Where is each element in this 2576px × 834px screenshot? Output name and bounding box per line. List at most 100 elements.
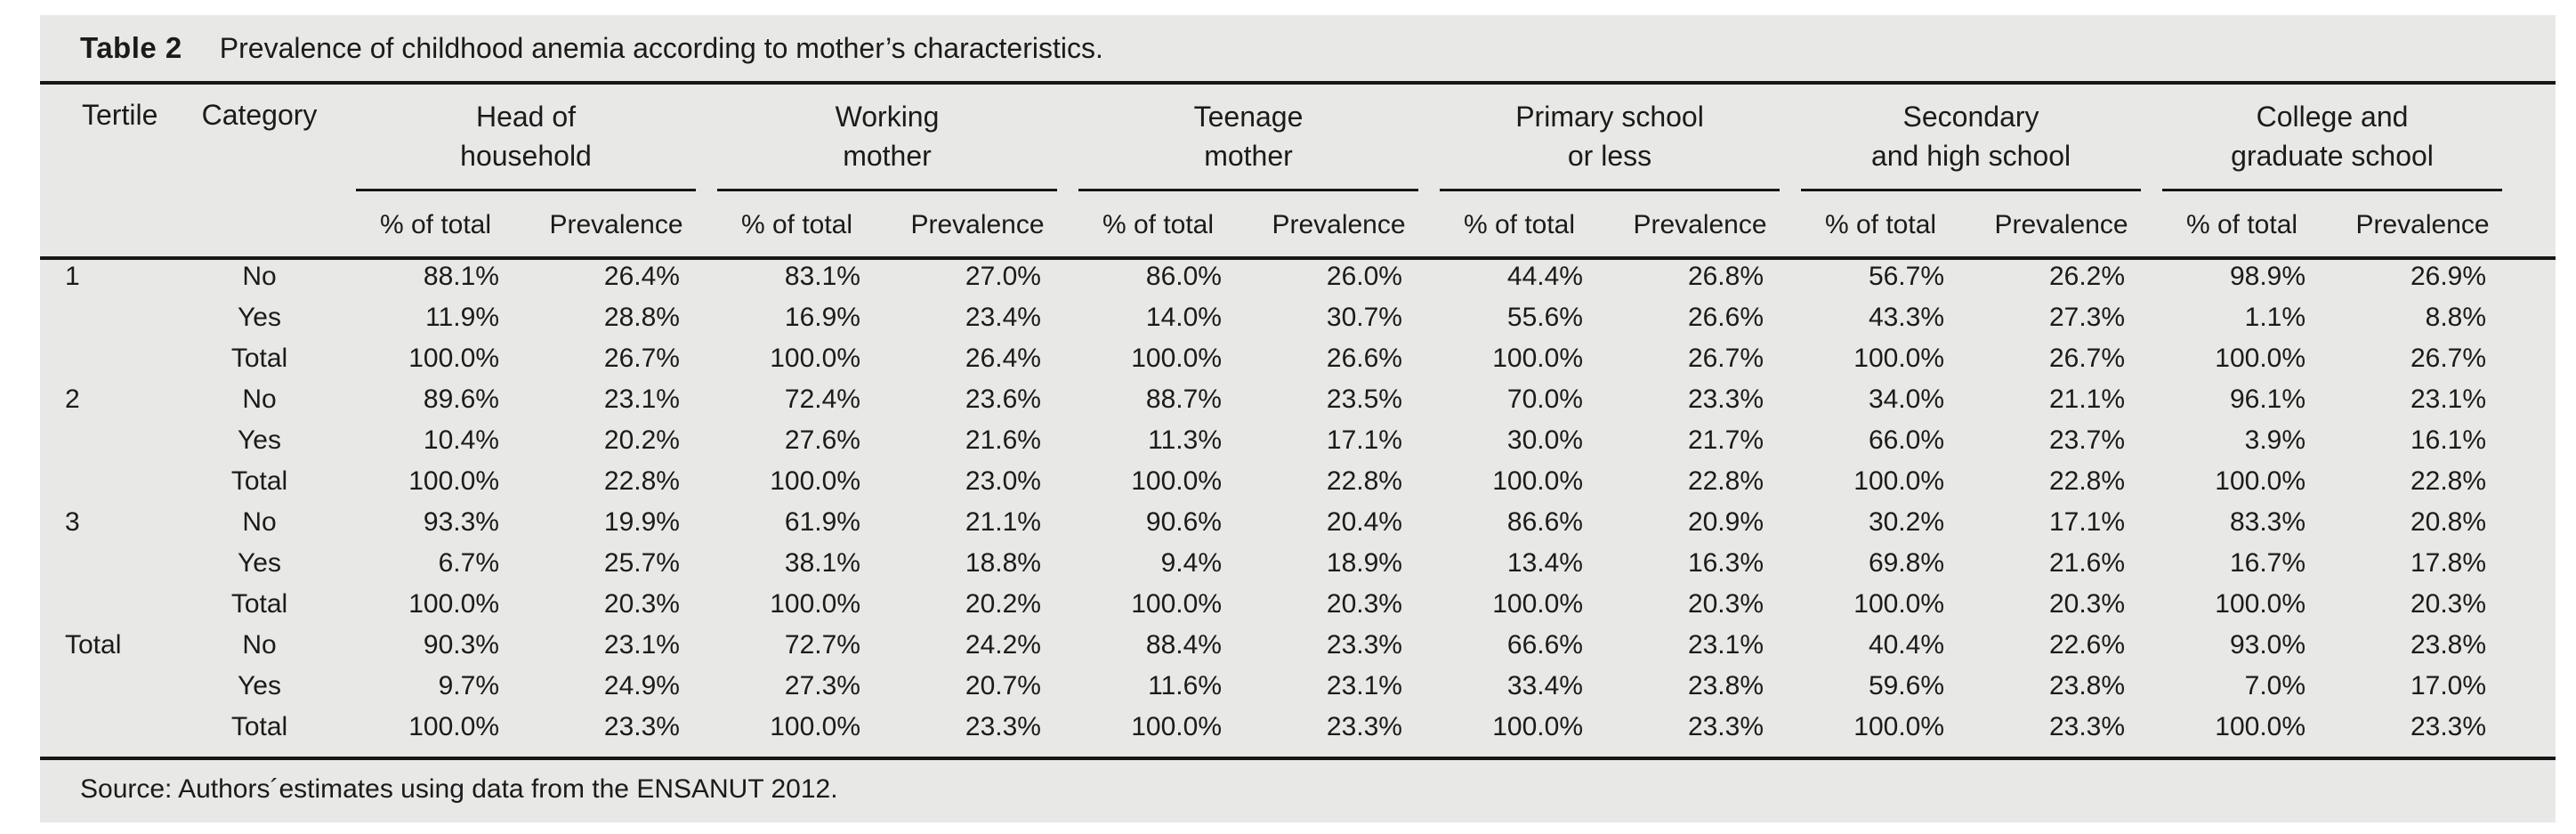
value-cell: 20.4% (1326, 507, 1402, 537)
group-name-line2: household (460, 140, 592, 172)
value-cell: 28.8% (603, 303, 680, 332)
tertile-cell (40, 297, 174, 338)
value-cell: 100.0% (1492, 712, 1583, 741)
column-header-tertile: Tertile (82, 99, 158, 131)
value-cell: 26.7% (2048, 344, 2126, 373)
group-header-teenage-mother: Teenage mother (1068, 85, 1429, 194)
value-cell: 24.9% (603, 671, 680, 700)
table-row: 2 No 89.6% 23.1% 72.4% 23.6% 88.7% 23.5% 70.0% 23… (40, 379, 2513, 420)
group-name: Primary school or less (1440, 97, 1780, 175)
value-cell: 100.0% (1131, 344, 1222, 373)
value-cell: 30.2% (1868, 507, 1945, 537)
value-cell: 100.0% (2215, 589, 2306, 619)
value-cell: 19.9% (603, 507, 680, 537)
value-cell: 20.3% (2048, 589, 2126, 619)
value-cell: 1.1% (2244, 303, 2306, 332)
value-cell: 40.4% (1868, 630, 1945, 660)
value-cell: 17.0% (2410, 671, 2487, 700)
table-row: 1 No 88.1% 26.4% 83.1% 27.0% 86.0% 26.0% 44.4% 26… (40, 256, 2513, 297)
subheader-pct-of-total: % of total (740, 210, 853, 239)
group-header-college-graduate: College and graduate school (2152, 85, 2513, 194)
value-cell: 21.1% (965, 507, 1041, 537)
table-body: 1 No 88.1% 26.4% 83.1% 27.0% 86.0% 26.0% 44.4% 26… (40, 256, 2513, 748)
anemia-prevalence-table: Tertile Category Head of household Workin… (40, 85, 2513, 748)
value-cell: 17.1% (2048, 507, 2126, 537)
value-cell: 16.9% (784, 303, 860, 332)
subheader-prevalence: Prevalence (549, 210, 683, 239)
value-cell: 23.8% (2410, 630, 2487, 660)
value-cell: 23.8% (1687, 671, 1764, 700)
group-underline: Primary school or less (1440, 85, 1781, 191)
value-cell: 23.4% (965, 303, 1041, 332)
group-header-primary-school: Primary school or less (1429, 85, 1790, 194)
tertile-cell: 1 (65, 262, 80, 291)
value-cell: 11.9% (425, 303, 499, 332)
group-underline: Working mother (717, 85, 1057, 191)
value-cell: 100.0% (1492, 466, 1583, 496)
value-cell: 18.8% (965, 548, 1041, 578)
group-underline: Teenage mother (1078, 85, 1418, 191)
value-cell: 23.7% (2048, 425, 2126, 455)
group-name-line1: Working (835, 101, 940, 133)
value-cell: 26.4% (603, 262, 680, 291)
table-row: Yes 11.9% 28.8% 16.9% 23.4% 14.0% 30.7% 55.6% 26… (40, 297, 2513, 338)
source-note: Source: Authors´estimates using data fro… (40, 757, 2556, 805)
tertile-cell (40, 461, 174, 502)
table-row: Total No 90.3% 23.1% 72.7% 24.2% 88.4% 23.3% 66.… (40, 625, 2513, 666)
group-header-head-of-household: Head of household (345, 85, 707, 194)
value-cell: 23.0% (965, 466, 1041, 496)
subheader-prevalence: Prevalence (910, 210, 1045, 239)
subheader-pct-of-total: % of total (2185, 210, 2298, 239)
table-caption-text: Prevalence of childhood anemia according… (219, 31, 1103, 64)
value-cell: 26.7% (2410, 344, 2487, 373)
group-underline: Secondary and high school (1801, 85, 2142, 191)
category-cell: Yes (238, 548, 281, 578)
value-cell: 20.3% (2410, 589, 2487, 619)
group-header-secondary-high-school: Secondary and high school (1790, 85, 2152, 194)
table-row: Yes 9.7% 24.9% 27.3% 20.7% 11.6% 23.1% 33.4% 23.… (40, 666, 2513, 707)
tertile-cell: 3 (65, 507, 80, 537)
value-cell: 27.3% (784, 671, 860, 700)
value-cell: 100.0% (1853, 712, 1945, 741)
value-cell: 26.8% (1687, 262, 1764, 291)
value-cell: 26.7% (603, 344, 680, 373)
value-cell: 38.1% (784, 548, 860, 578)
value-cell: 89.6% (423, 385, 499, 414)
value-cell: 86.6% (1506, 507, 1583, 537)
value-cell: 3.9% (2244, 425, 2306, 455)
table-row: Yes 6.7% 25.7% 38.1% 18.8% 9.4% 18.9% 13.4% 16.3… (40, 543, 2513, 584)
group-name: Secondary and high school (1801, 97, 2141, 175)
value-cell: 9.7% (438, 671, 499, 700)
value-cell: 23.1% (603, 385, 680, 414)
value-cell: 100.0% (2215, 344, 2306, 373)
value-cell: 11.3% (1148, 425, 1222, 455)
value-cell: 23.3% (1687, 385, 1764, 414)
value-cell: 70.0% (1506, 385, 1583, 414)
tertile-cell (40, 338, 174, 379)
value-cell: 100.0% (408, 466, 499, 496)
value-cell: 23.1% (1326, 671, 1402, 700)
value-cell: 24.2% (965, 630, 1041, 660)
value-cell: 23.3% (2410, 712, 2487, 741)
group-name-line1: Secondary (1902, 101, 2039, 133)
subheader-prevalence: Prevalence (1272, 210, 1406, 239)
value-cell: 14.0% (1145, 303, 1222, 332)
value-cell: 23.1% (1687, 630, 1764, 660)
table-caption: Table 2 Prevalence of childhood anemia a… (40, 15, 2556, 85)
value-cell: 23.3% (1687, 712, 1764, 741)
value-cell: 56.7% (1868, 262, 1945, 291)
value-cell: 26.0% (1326, 262, 1402, 291)
subheader-pct-of-total: % of total (1824, 210, 1937, 239)
value-cell: 26.7% (1687, 344, 1764, 373)
value-cell: 26.4% (965, 344, 1041, 373)
value-cell: 90.6% (1145, 507, 1222, 537)
value-cell: 100.0% (2215, 466, 2306, 496)
group-name-line2: and high school (1870, 140, 2071, 172)
value-cell: 23.3% (1326, 630, 1402, 660)
group-name-line2: mother (843, 140, 932, 172)
value-cell: 17.8% (2410, 548, 2487, 578)
category-cell: No (242, 507, 277, 537)
value-cell: 93.3% (423, 507, 499, 537)
category-cell: No (242, 262, 277, 291)
tertile-cell (40, 584, 174, 625)
